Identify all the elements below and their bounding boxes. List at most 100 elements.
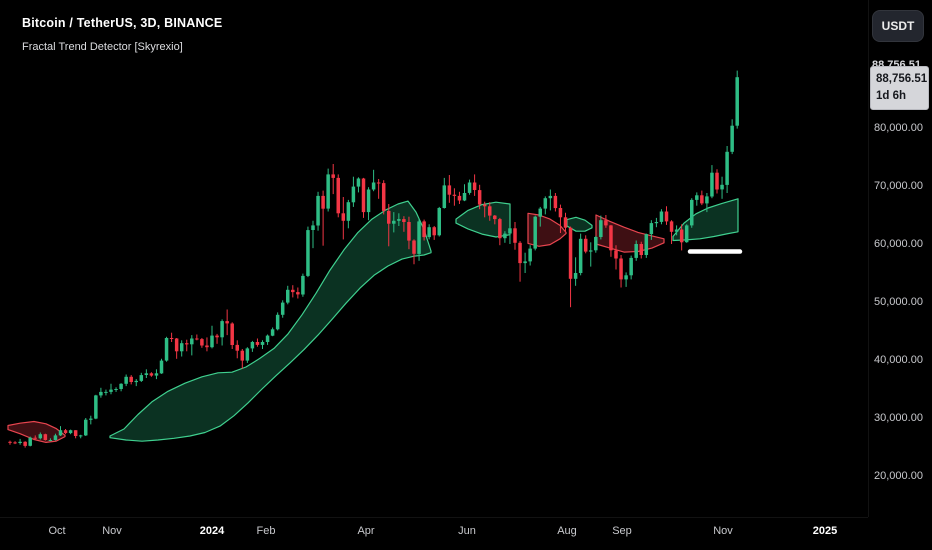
candle-body (280, 302, 285, 315)
candle-body (296, 292, 300, 295)
candle-body (311, 225, 315, 230)
time-axis[interactable]: Oct Nov 2024 Feb Apr Jun Aug Sep Nov 2025 (0, 517, 868, 550)
bar-countdown: 1d 6h (876, 90, 907, 102)
candle-body (159, 360, 164, 374)
candle-body (488, 206, 492, 216)
candle-body (48, 440, 53, 441)
candle-body (730, 125, 734, 152)
price-tick-label: 70,000.00 (874, 180, 923, 192)
candle-body (331, 174, 335, 178)
candle-body (462, 193, 467, 201)
candle-body (573, 273, 578, 279)
candle-body (38, 434, 43, 439)
candle-body (306, 230, 310, 276)
candle-body (482, 204, 487, 207)
candle-body (23, 441, 27, 446)
candle-body (94, 395, 98, 419)
time-tick-label: Oct (48, 525, 66, 537)
last-price-value: 88,756.51 (876, 73, 928, 85)
candle-body (366, 189, 371, 213)
symbol-title[interactable]: Bitcoin / TetherUS, 3D, BINANCE (22, 16, 223, 30)
candle-body (326, 174, 330, 209)
candle-body (402, 219, 406, 222)
candle-body (700, 195, 704, 204)
candle-body (13, 442, 17, 444)
candle-body (286, 289, 290, 303)
candle-body (548, 195, 553, 199)
candle-body (594, 237, 598, 251)
candle-body (205, 345, 209, 348)
price-axis[interactable]: 80,000.00 70,000.00 60,000.00 50,000.00 40,0… (868, 0, 932, 517)
candle-body (104, 391, 108, 393)
time-tick-label: Nov (713, 525, 733, 537)
candle-body (493, 215, 497, 220)
candle-body (558, 208, 563, 218)
trend-band-red (7, 420, 66, 443)
time-tick-label: Apr (357, 525, 375, 537)
candle-body (477, 190, 482, 205)
candle-body (376, 182, 381, 184)
candle-body (346, 202, 351, 221)
candle-body (568, 227, 573, 279)
time-tick-label: Sep (612, 525, 632, 537)
candle-body (220, 321, 224, 338)
candle-body (129, 376, 133, 382)
candle-body (684, 225, 689, 243)
candle-body (210, 335, 214, 348)
candle-body (341, 213, 346, 221)
price-tick-label: 80,000.00 (874, 122, 923, 134)
candle-body (533, 216, 537, 249)
candle-body (235, 344, 239, 351)
candle-body (63, 430, 68, 434)
candle-body (230, 323, 234, 345)
candle-body (18, 441, 22, 443)
candle-body (195, 338, 199, 340)
candle-body (457, 195, 462, 201)
candle-body (583, 238, 588, 252)
candle-body (8, 441, 12, 443)
candle-body (624, 275, 628, 280)
candle-body (225, 321, 229, 324)
candle-body (139, 375, 144, 381)
price-tick-label: 50,000.00 (874, 296, 923, 308)
candle-body (578, 238, 583, 273)
price-tick-label: 60,000.00 (874, 238, 923, 250)
trend-band-green (455, 201, 511, 238)
candle-body (690, 199, 694, 226)
candle-body (28, 437, 32, 446)
candle-body (245, 348, 250, 361)
candle-body (381, 183, 386, 211)
time-tick-label: 2025 (812, 525, 838, 537)
candle-body (361, 178, 366, 213)
candle-body (255, 342, 260, 345)
candle-body (437, 208, 441, 236)
candle-body (154, 373, 159, 376)
candle-body (695, 195, 699, 200)
candle-body (89, 418, 93, 420)
candle-body (644, 234, 649, 255)
currency-toggle-button[interactable]: USDT (872, 10, 924, 42)
candle-body (659, 211, 664, 222)
candle-body (190, 338, 194, 345)
candle-body (336, 177, 340, 214)
candle-body (619, 258, 623, 280)
candle-body (417, 221, 421, 254)
trend-band-green (109, 200, 432, 442)
candle-body (604, 220, 608, 226)
indicator-title[interactable]: Fractal Trend Detector [Skyrexio] (22, 41, 183, 53)
candle-body (134, 380, 138, 383)
candle-body (270, 329, 275, 336)
candle-body (589, 250, 593, 252)
candle-body (674, 229, 679, 232)
candle-body (669, 221, 674, 232)
candle-body (356, 178, 361, 187)
candle-body (164, 338, 169, 361)
candle-body (725, 151, 729, 185)
candle-body (427, 227, 431, 238)
candle-body (78, 435, 83, 437)
candle-body (84, 419, 88, 436)
candle-body (639, 244, 643, 255)
candle-body (498, 219, 502, 239)
